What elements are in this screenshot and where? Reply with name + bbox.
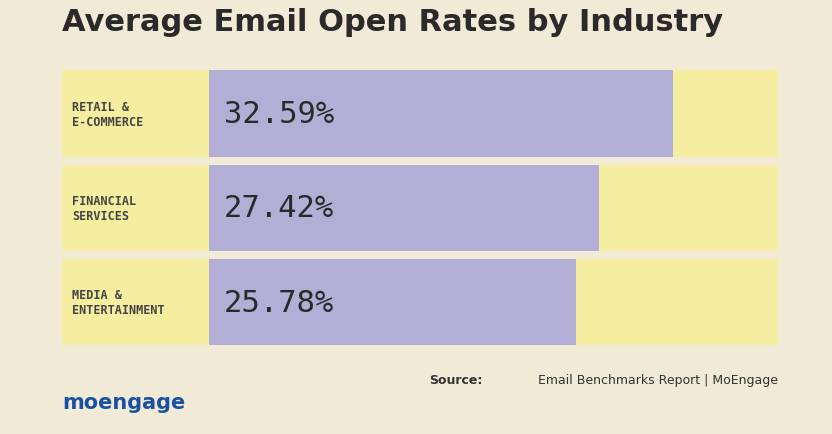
Text: Average Email Open Rates by Industry: Average Email Open Rates by Industry (62, 8, 724, 37)
Text: 32.59%: 32.59% (224, 100, 334, 129)
Text: FINANCIAL
SERVICES: FINANCIAL SERVICES (72, 194, 136, 222)
Text: 25.78%: 25.78% (224, 288, 334, 317)
Text: MEDIA &
ENTERTAINMENT: MEDIA & ENTERTAINMENT (72, 288, 165, 316)
Text: Source:: Source: (429, 373, 483, 386)
Text: RETAIL &
E-COMMERCE: RETAIL & E-COMMERCE (72, 100, 144, 128)
Text: Email Benchmarks Report | MoEngage: Email Benchmarks Report | MoEngage (534, 373, 778, 386)
Text: moengage: moengage (62, 392, 186, 412)
Text: 27.42%: 27.42% (224, 194, 334, 223)
